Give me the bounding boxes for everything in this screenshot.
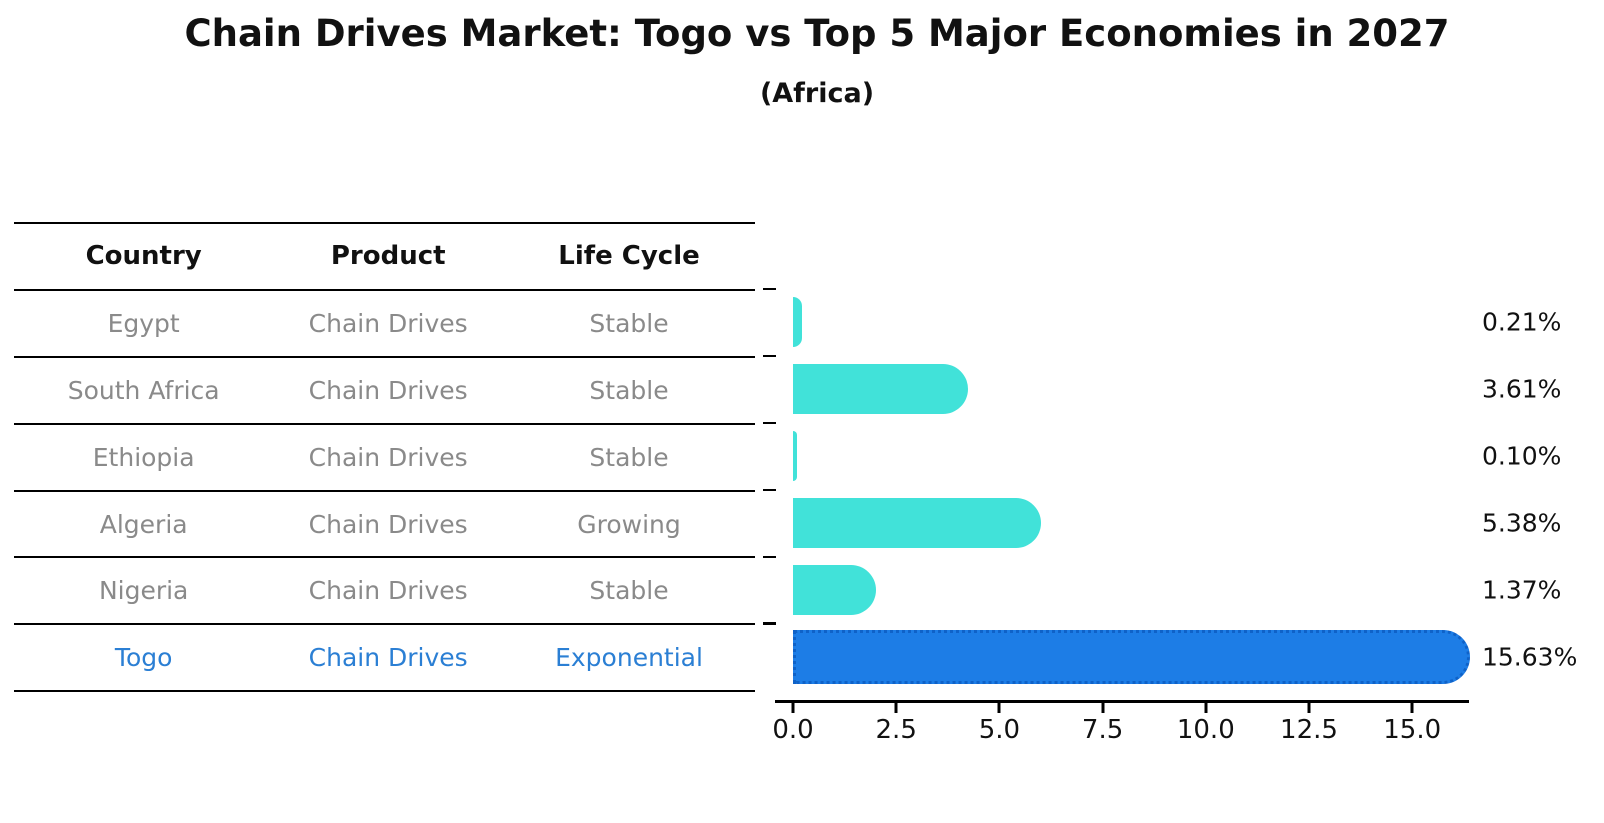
product-cell: Chain Drives [308, 442, 468, 472]
value-label-ethiopia: 0.10% [1482, 441, 1562, 471]
table-row-south-africa: South Africa Chain Drives Stable [14, 358, 755, 425]
life-cycle-cell: Stable [589, 308, 669, 338]
value-label-algeria: 5.38% [1482, 508, 1562, 538]
product-cell: Chain Drives [308, 576, 468, 606]
column-header-life-cycle: Life Cycle [558, 241, 700, 272]
country-table: Country Product Life Cycle Egypt Chain D… [14, 222, 755, 693]
x-tick-label: 10.0 [1176, 715, 1235, 745]
table-row-egypt: Egypt Chain Drives Stable [14, 291, 755, 358]
y-axis-tick [763, 354, 776, 358]
table-row-algeria: Algeria Chain Drives Growing [14, 492, 755, 559]
x-axis-tick [791, 702, 795, 713]
x-axis-tick [894, 702, 898, 713]
table-header-row: Country Product Life Cycle [14, 224, 755, 291]
product-cell: Chain Drives [308, 509, 468, 539]
x-axis-tick [997, 702, 1001, 713]
product-cell: Chain Drives [308, 308, 468, 338]
table-row-ethiopia: Ethiopia Chain Drives Stable [14, 425, 755, 492]
x-tick-label: 0.0 [772, 715, 814, 745]
value-label-egypt: 0.21% [1482, 307, 1562, 337]
y-axis-tick [763, 488, 776, 492]
x-axis-tick [1204, 702, 1208, 713]
table-row-nigeria: Nigeria Chain Drives Stable [14, 558, 755, 626]
x-axis-tick [1101, 702, 1105, 713]
column-header-country: Country [85, 241, 202, 272]
x-tick-label: 2.5 [875, 715, 917, 745]
bar-nigeria [793, 564, 876, 615]
country-cell: Ethiopia [92, 442, 195, 472]
country-cell: South Africa [67, 375, 220, 405]
bar-egypt [793, 297, 802, 348]
life-cycle-cell: Stable [589, 576, 669, 606]
life-cycle-cell: Stable [589, 375, 669, 405]
x-axis-tick [1410, 702, 1414, 713]
column-header-product: Product [330, 241, 446, 272]
y-axis-tick [763, 622, 776, 625]
x-axis-line [775, 700, 1469, 703]
life-cycle-cell: Stable [589, 442, 669, 472]
x-axis-tick [1307, 702, 1311, 713]
value-label-togo: 15.63% [1482, 642, 1578, 672]
x-tick-label: 12.5 [1280, 715, 1338, 745]
table-row-togo: Togo Chain Drives Exponential [14, 625, 755, 693]
y-axis-tick [763, 421, 776, 425]
life-cycle-cell: Growing [577, 509, 681, 539]
country-cell: Algeria [99, 509, 188, 539]
bar-ethiopia [793, 431, 798, 482]
chart-title: Chain Drives Market: Togo vs Top 5 Major… [184, 12, 1450, 55]
y-axis-tick [763, 287, 776, 291]
country-cell: Egypt [107, 308, 180, 338]
bar-togo [793, 629, 1471, 684]
x-tick-label: 15.0 [1383, 715, 1442, 745]
bar-south-africa [793, 364, 969, 415]
x-tick-label: 7.5 [1081, 715, 1124, 745]
life-cycle-cell: Exponential [555, 643, 703, 673]
country-cell: Nigeria [98, 576, 189, 606]
product-cell: Chain Drives [308, 375, 468, 405]
country-cell: Togo [114, 643, 173, 673]
product-cell: Chain Drives [308, 643, 468, 673]
x-tick-label: 5.0 [978, 715, 1021, 745]
value-label-nigeria: 1.37% [1482, 575, 1562, 605]
chart-subtitle: (Africa) [759, 78, 875, 109]
y-axis-tick [763, 555, 776, 558]
bar-algeria [793, 498, 1042, 549]
value-label-south-africa: 3.61% [1482, 374, 1562, 404]
